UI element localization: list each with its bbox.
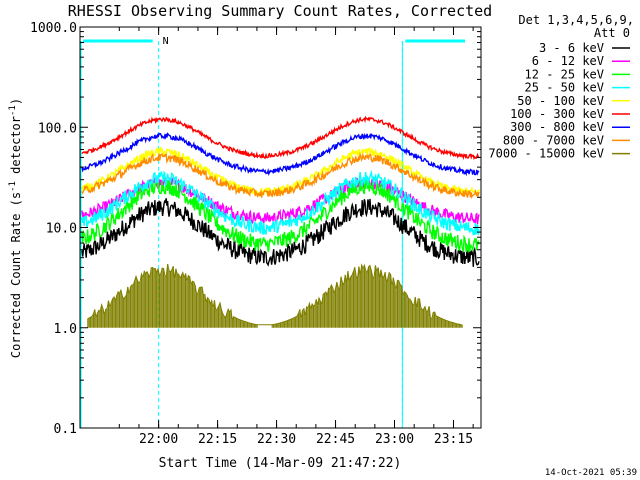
legend-header-attenuator: Att 0	[594, 26, 630, 40]
footer-date: 14-Oct-2021 05:39	[545, 468, 637, 478]
series-line	[81, 198, 480, 267]
x-axis: 22:00 22:15 22:30 22:45 23:00 23:15	[118, 27, 474, 447]
series-line	[81, 177, 480, 252]
legend-entry-label: 7000 - 15000 keV	[488, 147, 604, 161]
x-tick-label: 22:00	[139, 432, 178, 447]
y-tick-label: 10.0	[46, 222, 77, 237]
series-1	[81, 198, 480, 267]
y-tick-label: 100.0	[38, 121, 77, 136]
legend-entry-label: 3 - 6 keV	[539, 41, 604, 55]
saa-flag-label: N	[163, 36, 169, 47]
x-tick-label: 23:15	[434, 432, 473, 447]
legend-entry-label: 6 - 12 keV	[532, 54, 604, 68]
series-line	[81, 115, 480, 161]
series-group	[81, 115, 480, 328]
legend-entry-label: 12 - 25 keV	[525, 67, 604, 81]
series-line	[81, 152, 480, 199]
series-4	[81, 169, 480, 236]
series-9	[87, 263, 463, 328]
legend-entry-label: 50 - 100 keV	[517, 94, 604, 108]
series-2	[81, 176, 480, 226]
x-tick-label: 22:45	[316, 432, 355, 447]
legend-entry-label: 300 - 800 keV	[510, 120, 604, 134]
legend-entry-label: 100 - 300 keV	[510, 107, 604, 121]
series-7	[81, 132, 480, 177]
y-tick-label: 1.0	[54, 322, 77, 337]
y-axis-label: Corrected Count Rate (s-1 detector-1)	[8, 98, 23, 358]
x-tick-label: 22:15	[198, 432, 237, 447]
series-line	[81, 132, 480, 177]
x-tick-label: 23:00	[375, 432, 414, 447]
series-line	[81, 169, 480, 236]
legend-entry-label: 800 - 7000 keV	[503, 133, 604, 147]
y-tick-label: 0.1	[54, 422, 77, 437]
y-tick-label: 1000.0	[30, 21, 77, 36]
x-axis-label: Start Time (14-Mar-09 21:47:22)	[159, 456, 402, 471]
series-3	[81, 177, 480, 252]
x-tick-label: 22:30	[257, 432, 296, 447]
chart-title: RHESSI Observing Summary Count Rates, Co…	[68, 2, 492, 20]
series-line	[81, 146, 480, 198]
legend-header-detectors: Det 1,3,4,5,6,9,	[518, 13, 634, 27]
plot-frame	[79, 26, 482, 429]
legend-entry-label: 25 - 50 keV	[525, 81, 604, 95]
series-6	[81, 115, 480, 161]
y-axis: 0.1 1.0 10.0 100.0 1000.0	[30, 21, 481, 437]
series-5	[81, 146, 480, 198]
series-line	[81, 176, 480, 226]
series-8	[81, 152, 480, 199]
